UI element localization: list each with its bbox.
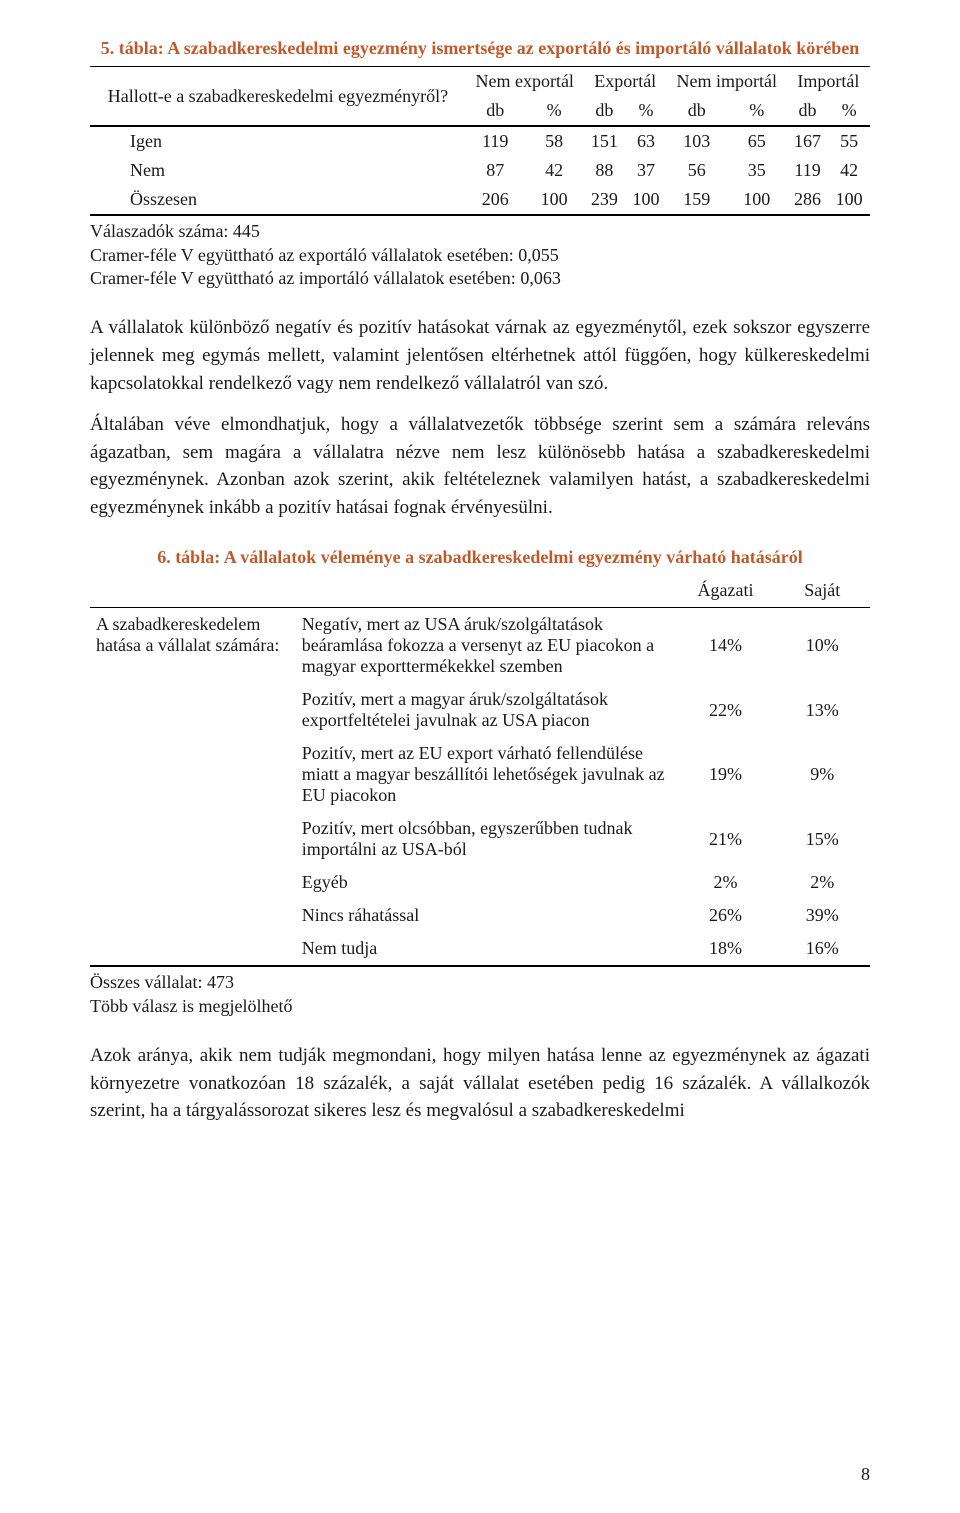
table5-notes: Válaszadók száma: 445 Cramer-féle V együ… xyxy=(90,220,870,290)
table5-subcol: % xyxy=(828,96,870,126)
page-number: 8 xyxy=(861,1464,870,1485)
table-row: Egyéb 2% 2% xyxy=(90,866,870,899)
table-row: Nem tudja 18% 16% xyxy=(90,932,870,966)
table5-subcol: db xyxy=(787,96,829,126)
table6-desc: Pozitív, mert olcsóbban, egyszerűbben tu… xyxy=(296,812,677,866)
table6-desc: Nem tudja xyxy=(296,932,677,966)
table5-title: 5. tábla: A szabadkereskedelmi egyezmény… xyxy=(90,36,870,60)
table-row: A szabadkereskedelem hatása a vállalat s… xyxy=(90,608,870,684)
table5-rowlabel: Összesen xyxy=(90,185,466,215)
table5-rowlabel: Igen xyxy=(90,126,466,156)
table6-note: Összes vállalat: 473 xyxy=(90,971,870,994)
table-row: Összesen 206 100 239 100 159 100 286 100 xyxy=(90,185,870,215)
table5-note: Cramer-féle V együttható az importáló vá… xyxy=(90,267,870,290)
table5-note: Válaszadók száma: 445 xyxy=(90,220,870,243)
table6-colhead: Saját xyxy=(774,574,870,608)
table5-note: Cramer-féle V együttható az exportáló vá… xyxy=(90,244,870,267)
table5-colgroup: Exportál xyxy=(584,67,667,97)
table5-colgroup: Nem exportál xyxy=(466,67,584,97)
table5-subcol: % xyxy=(625,96,667,126)
table5-rowlabel: Nem xyxy=(90,156,466,185)
table6: Ágazati Saját A szabadkereskedelem hatás… xyxy=(90,574,870,967)
table6-desc: Egyéb xyxy=(296,866,677,899)
table-row: Nincs ráhatással 26% 39% xyxy=(90,899,870,932)
table6-desc: Nincs ráhatással xyxy=(296,899,677,932)
table5-subcol: db xyxy=(584,96,626,126)
table-row: Nem 87 42 88 37 56 35 119 42 xyxy=(90,156,870,185)
paragraph: Általában véve elmondhatjuk, hogy a váll… xyxy=(90,411,870,521)
table-row: Igen 119 58 151 63 103 65 167 55 xyxy=(90,126,870,156)
table5-subcol: db xyxy=(667,96,727,126)
table5-subcol: % xyxy=(727,96,787,126)
table6-notes: Összes vállalat: 473 Több válasz is megj… xyxy=(90,971,870,1018)
table6-sidelabel: A szabadkereskedelem hatása a vállalat s… xyxy=(90,608,296,738)
table6-note: Több válasz is megjelölhető xyxy=(90,995,870,1018)
table-row: Pozitív, mert olcsóbban, egyszerűbben tu… xyxy=(90,812,870,866)
table6-colhead: Ágazati xyxy=(677,574,775,608)
table5-rowhead: Hallott-e a szabadkereskedelmi egyezmény… xyxy=(90,67,466,127)
table6-desc: Negatív, mert az USA áruk/szolgáltatások… xyxy=(296,608,677,684)
table5-subcol: % xyxy=(525,96,584,126)
table6-desc: Pozitív, mert az EU export várható felle… xyxy=(296,737,677,812)
table6-title: 6. tábla: A vállalatok véleménye a szaba… xyxy=(90,547,870,568)
table5-colgroup: Importál xyxy=(787,67,870,97)
paragraph: A vállalatok különböző negatív és pozití… xyxy=(90,314,870,397)
paragraph: Azok aránya, akik nem tudják megmondani,… xyxy=(90,1042,870,1125)
table5-colgroup: Nem importál xyxy=(667,67,787,97)
table5: Hallott-e a szabadkereskedelmi egyezmény… xyxy=(90,66,870,216)
table-row: Pozitív, mert az EU export várható felle… xyxy=(90,737,870,812)
table6-desc: Pozitív, mert a magyar áruk/szolgáltatás… xyxy=(296,683,677,737)
table5-subcol: db xyxy=(466,96,525,126)
